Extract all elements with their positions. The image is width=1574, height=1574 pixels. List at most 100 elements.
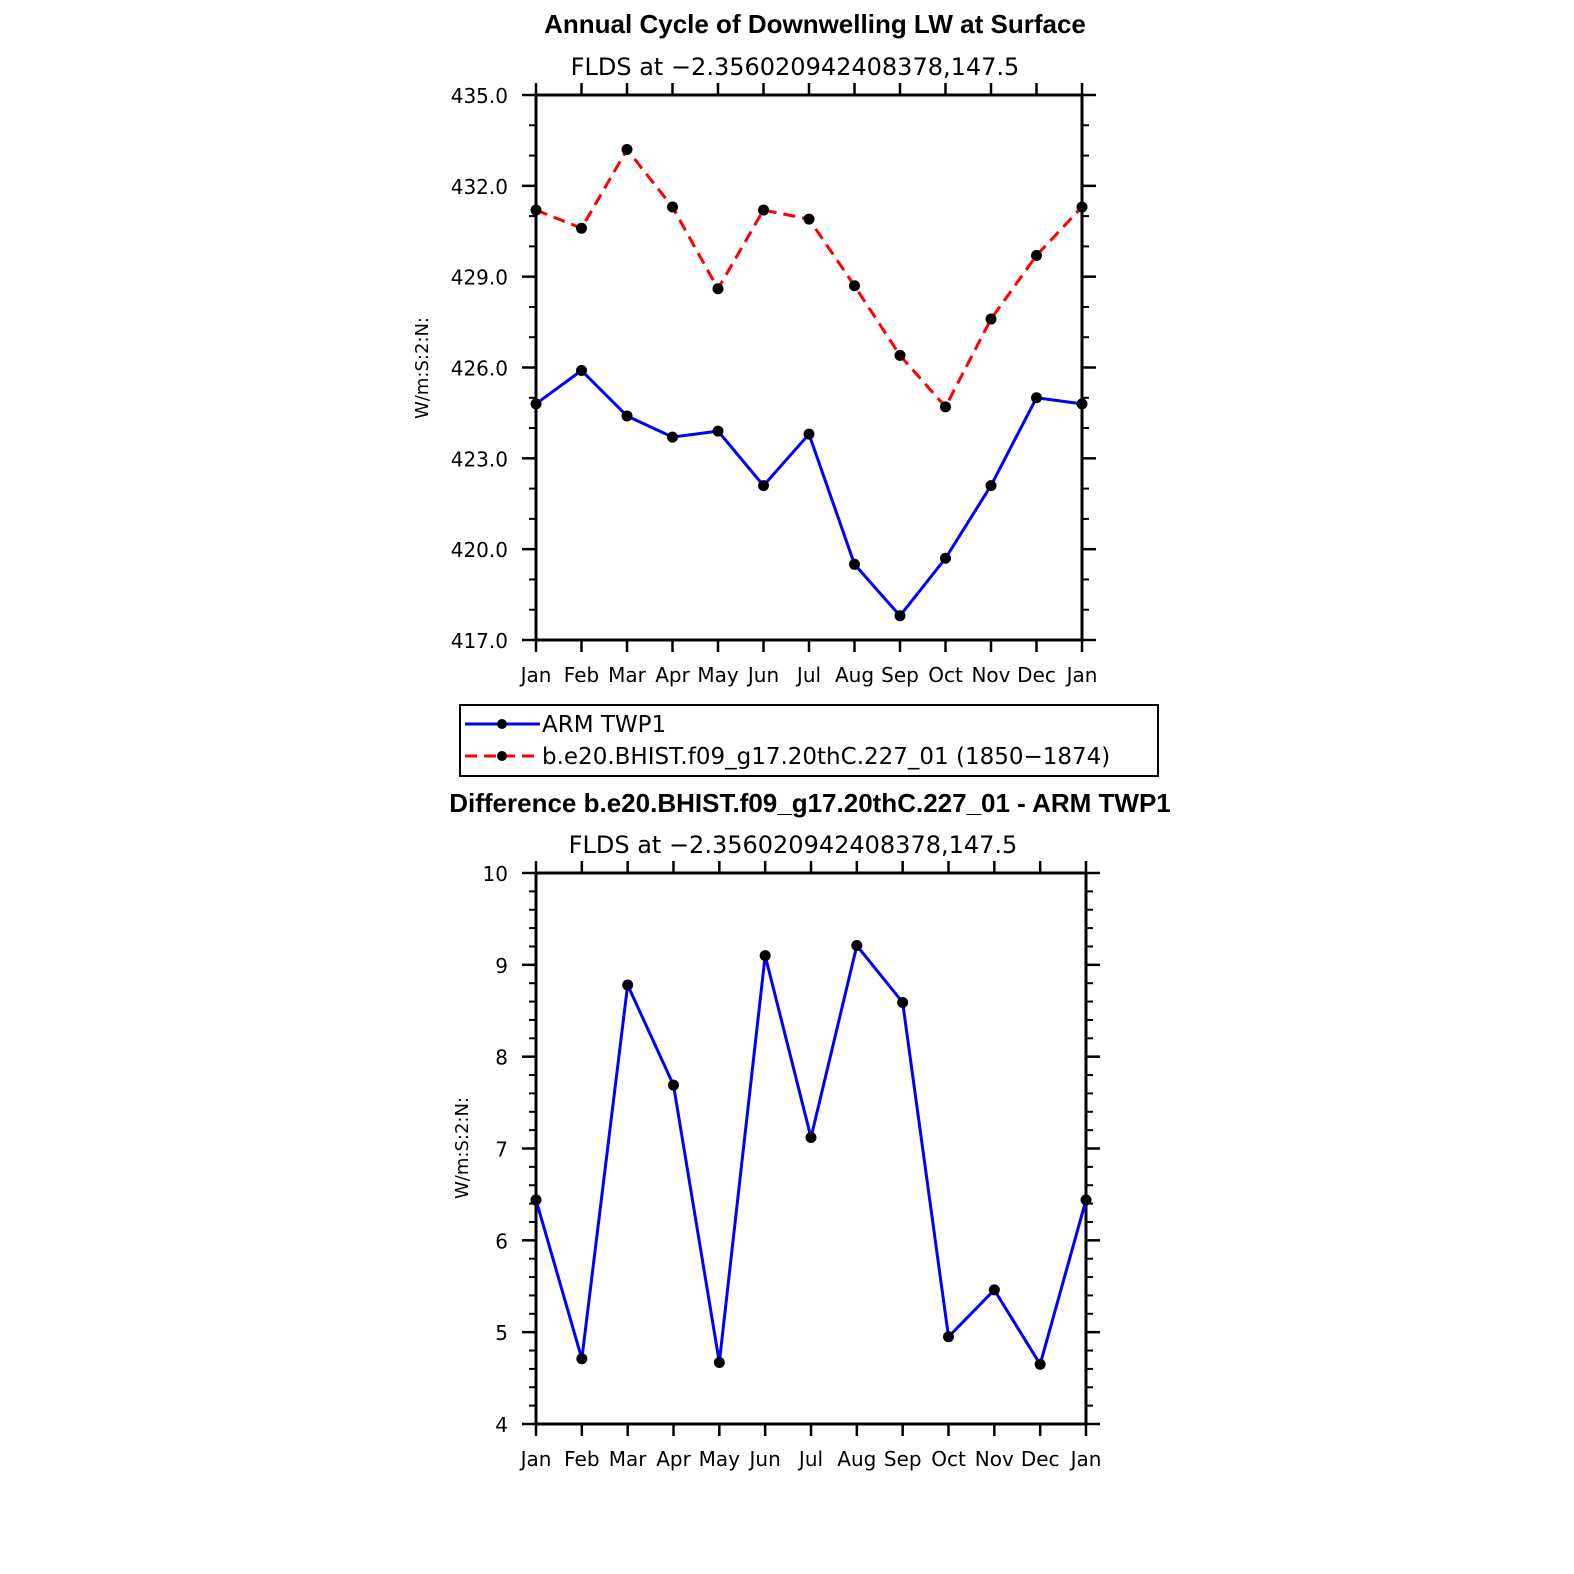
panel2-series-0-point xyxy=(622,979,634,991)
panel1-xtick-label: Jan xyxy=(1065,663,1098,687)
panel1-series-0-point xyxy=(849,558,860,570)
panel1-series-0-point xyxy=(985,480,997,492)
panel1-series-1-point xyxy=(1076,201,1088,213)
panel1-ylabel: W/m:S:2:N: xyxy=(412,317,433,419)
panel1-series-1-point xyxy=(849,280,860,292)
legend-box xyxy=(459,704,1159,777)
panel2-series-0-point xyxy=(988,1284,1000,1296)
panel1-ytick-label: 435.0 xyxy=(451,84,508,108)
panel2-ylabel: W/m:S:2:N: xyxy=(452,1097,473,1199)
panel1-title: Annual Cycle of Downwelling LW at Surfac… xyxy=(544,9,1086,39)
panel1-series-0-point xyxy=(940,552,951,564)
panel1-xtick-label: Mar xyxy=(608,663,647,687)
panel2-ytick-label: 6 xyxy=(495,1229,508,1253)
legend: ARM TWP1 b.e20.BHIST.f09_g17.20thC.227_0… xyxy=(459,704,1159,777)
panel2-xtick-label: Mar xyxy=(609,1447,648,1471)
panel2-xtick-label: Apr xyxy=(656,1447,691,1471)
panel2-xtick-label: Jun xyxy=(748,1447,781,1471)
panel1-series-line-0 xyxy=(535,368,1083,619)
panel1-xtick-label: Jun xyxy=(746,663,779,687)
panel2-xtick-label: Nov xyxy=(975,1447,1014,1471)
panel2-series-0-point xyxy=(1080,1194,1092,1206)
panel2-series-0-point xyxy=(805,1131,817,1143)
panel1-series-1-point xyxy=(530,204,542,216)
panel1-xtick-label: May xyxy=(697,663,739,687)
panel2-series-line-0 xyxy=(534,942,1088,1369)
legend-marker-arm xyxy=(497,719,507,729)
annual-cycle-panel: Annual Cycle of Downwelling LW at Surfac… xyxy=(412,9,1097,687)
panel2-series-0-point xyxy=(897,996,909,1008)
panel2-series-0-point xyxy=(668,1079,679,1091)
panel1-series-1-point xyxy=(667,201,678,213)
panel2-xtick-label: Feb xyxy=(564,1447,599,1471)
panel1-series-0-point xyxy=(621,410,633,422)
panel1-xtick-label: Sep xyxy=(881,663,919,687)
panel1-series-0-point xyxy=(576,365,587,377)
panel1-series-1-point xyxy=(621,144,633,155)
panel1-series-1-point xyxy=(576,222,587,234)
panel1-series-0-point xyxy=(758,480,769,492)
panel1-series-0-point xyxy=(530,398,542,410)
panel1-subtitle: FLDS at −2.356020942408378,147.5 xyxy=(571,53,1020,81)
panel2-xtick-label: Jan xyxy=(519,1447,552,1471)
panel2-ytick-label: 8 xyxy=(495,1046,508,1070)
panel1-series-1-point xyxy=(1031,249,1042,261)
panel2-series-0-point xyxy=(1034,1358,1046,1370)
panel1-ytick-label: 417.0 xyxy=(451,629,508,653)
panel2-xtick-label: Sep xyxy=(884,1447,922,1471)
panel2-xtick-label: Aug xyxy=(837,1447,876,1471)
panel2-ytick-label: 7 xyxy=(495,1138,508,1162)
panel1-xtick-label: Feb xyxy=(564,663,599,687)
panel2-subtitle: FLDS at −2.356020942408378,147.5 xyxy=(569,831,1018,859)
panel2-xtick-label: Dec xyxy=(1021,1447,1060,1471)
panel1-xtick-label: Jan xyxy=(519,663,552,687)
panel2-xtick-label: Jul xyxy=(797,1447,823,1471)
panel2-axes: 4 5 6 7 8 9 10 Jan Feb Mar Apr May Jun Jul Aug Sep Oct No… xyxy=(483,861,1102,1471)
panel2-series-0-point xyxy=(943,1331,954,1343)
panel1-series-1-point xyxy=(894,349,906,361)
panel1-series-0-point xyxy=(1031,392,1042,404)
panel1-series-0-point xyxy=(667,431,678,443)
panel1-xtick-label: Dec xyxy=(1017,663,1056,687)
panel1-xtick-label: Apr xyxy=(655,663,690,687)
panel1-ytick-label: 432.0 xyxy=(451,175,508,199)
panel2-series-0-point xyxy=(530,1194,542,1206)
panel1-ytick-label: 420.0 xyxy=(451,538,508,562)
panel1-series-1-point xyxy=(985,313,997,325)
difference-panel: Difference b.e20.BHIST.f09_g17.20thC.227… xyxy=(449,788,1171,1471)
panel1-series-0-point xyxy=(803,428,815,440)
panel1-series-1-point xyxy=(712,283,724,295)
panel1-series-1-point xyxy=(758,204,769,216)
panel2-xtick-label: May xyxy=(699,1447,741,1471)
panel2-series-0-point xyxy=(713,1356,725,1368)
panel2-series-0-point xyxy=(759,950,771,962)
panel2-ytick-label: 10 xyxy=(483,862,508,886)
panel1-xtick-label: Nov xyxy=(971,663,1010,687)
legend-label-model: b.e20.BHIST.f09_g17.20thC.227_01 (1850−1… xyxy=(542,744,1110,770)
panel1-frame xyxy=(534,93,1084,642)
panel1-xtick-label: Jul xyxy=(795,663,821,687)
panel2-xtick-label: Oct xyxy=(931,1447,966,1471)
panel2-series-0-point xyxy=(576,1353,588,1365)
legend-marker-model xyxy=(497,751,507,761)
panel2-series xyxy=(530,940,1092,1370)
panel1-ytick-label: 423.0 xyxy=(451,447,508,471)
panel2-ytick-label: 9 xyxy=(495,954,508,978)
panel1-series-0-point xyxy=(1076,398,1088,410)
legend-label-arm: ARM TWP1 xyxy=(542,712,666,738)
panel1-ytick-label: 426.0 xyxy=(451,357,508,381)
panel1-axes: 417.0 420.0 423.0 426.0 429.0 432.0 435.0 Jan Fe… xyxy=(451,83,1098,687)
panel1-series xyxy=(530,144,1088,622)
panel2-series-0-point xyxy=(851,940,863,952)
panel2-title: Difference b.e20.BHIST.f09_g17.20thC.227… xyxy=(449,788,1171,818)
panel1-series-1-point xyxy=(940,401,951,413)
panel2-frame xyxy=(534,871,1088,1426)
panel1-xtick-label: Aug xyxy=(835,663,874,687)
panel2-xtick-label: Jan xyxy=(1069,1447,1102,1471)
panel1-series-line-1 xyxy=(535,146,1084,410)
panel1-xtick-label: Oct xyxy=(928,663,963,687)
panel1-series-1-point xyxy=(803,213,815,225)
panel1-series-0-point xyxy=(712,425,724,437)
panel1-series-0-point xyxy=(894,610,906,622)
